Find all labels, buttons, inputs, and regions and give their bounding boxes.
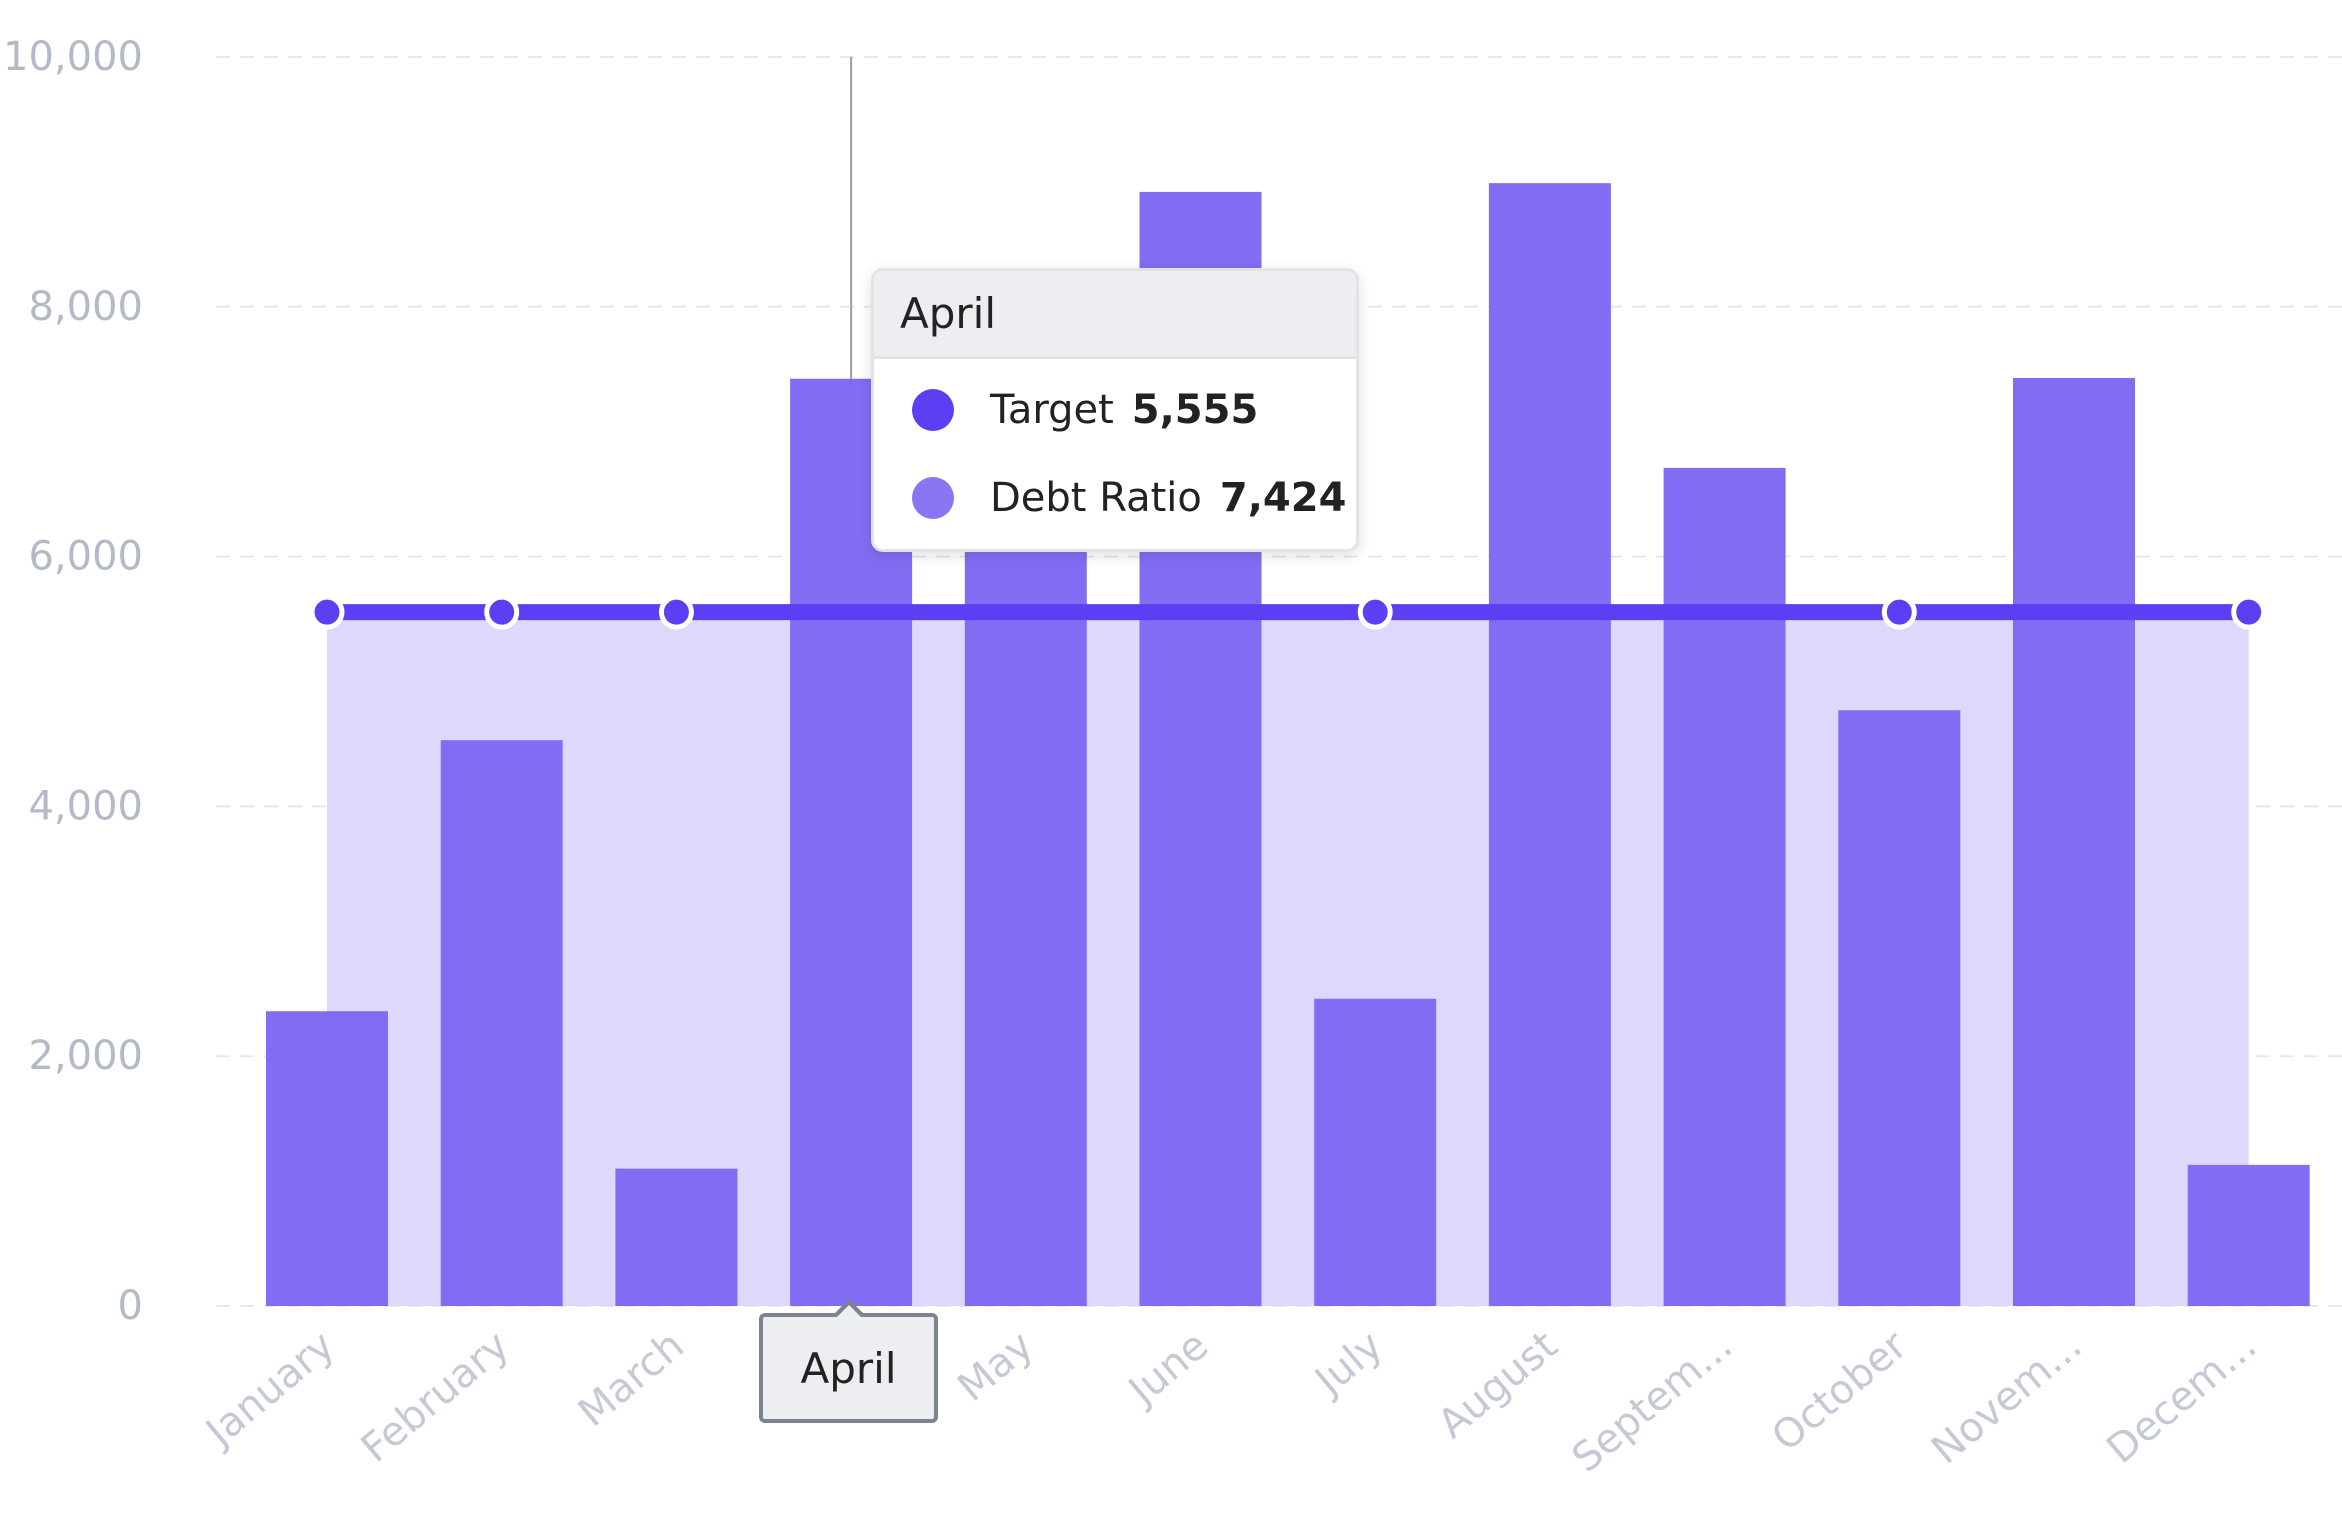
bar-7 <box>1488 183 1611 1306</box>
target-point-1 <box>484 594 520 630</box>
x-tick-label: August <box>1430 1322 1567 1447</box>
y-tick-label: 0 <box>118 1283 143 1329</box>
y-tick-label: 2,000 <box>28 1033 143 1079</box>
target-legend-dot-icon <box>912 389 954 431</box>
x-tick-label: May <box>949 1322 1042 1410</box>
bar-1 <box>440 740 563 1306</box>
y-tick-label: 6,000 <box>28 534 143 580</box>
bar-10 <box>2013 377 2135 1306</box>
target-point-11 <box>2231 594 2267 630</box>
bar-9 <box>1838 710 1961 1306</box>
x-tick-label: January <box>195 1322 343 1457</box>
tooltip-row-debt-ratio: Debt Ratio 7,424 <box>912 475 1346 521</box>
tooltip-title: April <box>874 271 1356 359</box>
target-point-2 <box>658 594 694 630</box>
bar-2 <box>615 1168 738 1306</box>
tooltip-row-target: Target 5,555 <box>912 387 1258 433</box>
axis-tooltip-caret-fill <box>837 1305 861 1317</box>
bar-8 <box>1663 467 1786 1306</box>
x-tick-label: Decem... <box>2098 1322 2265 1472</box>
x-tick-label: February <box>353 1322 518 1471</box>
bar-6 <box>1314 998 1437 1306</box>
tooltip-target-value: 5,555 <box>1131 387 1259 433</box>
target-area <box>327 612 2249 1306</box>
tooltip-debt-ratio-label: Debt Ratio <box>990 475 1202 521</box>
y-tick-label: 8,000 <box>28 284 143 330</box>
target-point-9 <box>1881 594 1917 630</box>
chart-tooltip: April Target 5,555 Debt Ratio 7,424 <box>871 268 1359 552</box>
tooltip-target-label: Target <box>990 387 1114 433</box>
bar-11 <box>2187 1164 2310 1306</box>
x-tick-label: October <box>1764 1322 1917 1460</box>
x-tick-label: Septem... <box>1564 1322 1741 1481</box>
x-tick-label: Novem... <box>1923 1322 2090 1473</box>
bar-4 <box>964 504 1087 1307</box>
x-tick-label: June <box>1118 1322 1217 1415</box>
axis-category-tooltip: April <box>759 1313 938 1423</box>
target-point-0 <box>309 594 345 630</box>
y-tick-label: 10,000 <box>3 34 143 80</box>
target-point-6 <box>1357 594 1393 630</box>
bar-0 <box>266 1011 388 1306</box>
tooltip-debt-ratio-value: 7,424 <box>1219 475 1347 521</box>
y-tick-label: 4,000 <box>28 783 143 829</box>
debt-ratio-legend-dot-icon <box>912 477 954 519</box>
x-tick-label: March <box>570 1322 693 1436</box>
x-tick-label: July <box>1305 1322 1392 1405</box>
